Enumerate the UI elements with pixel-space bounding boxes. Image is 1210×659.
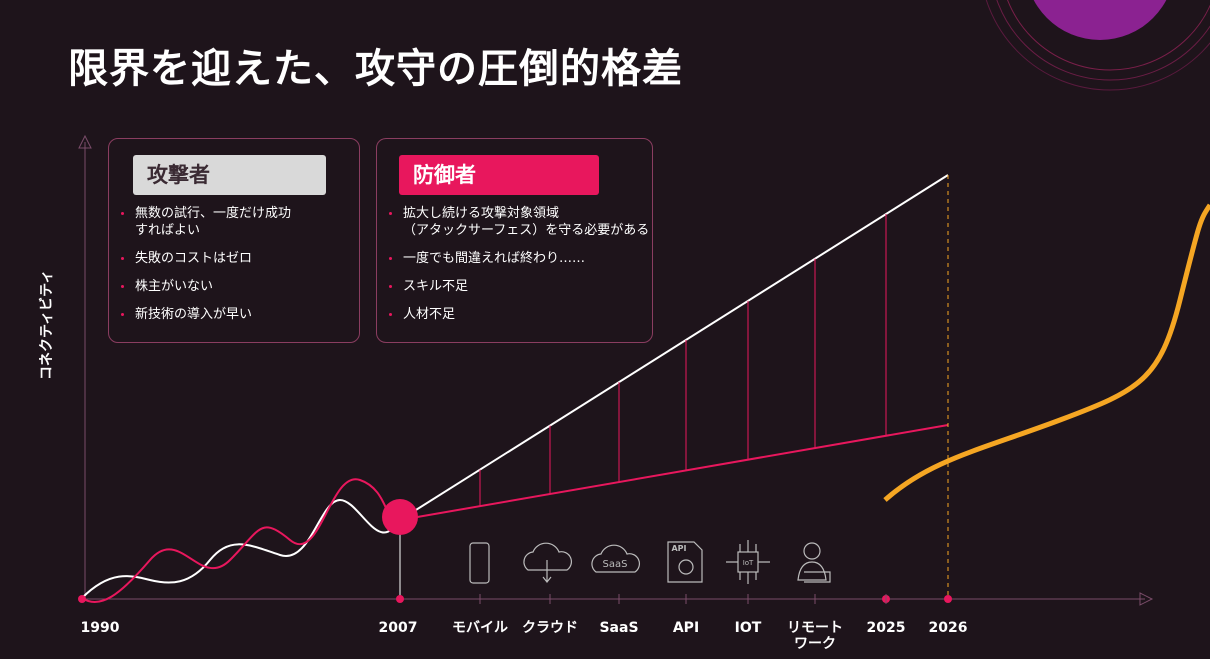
icon-text: IoT	[743, 559, 754, 567]
defense-gap-bottom	[399, 424, 949, 521]
bullet-item: 新技術の導入が早い	[119, 306, 291, 323]
title: 限界を迎えた、攻守の圧倒的格差	[68, 46, 683, 92]
timeline-label: モバイル	[452, 620, 508, 636]
timeline-label: 2026	[928, 620, 968, 636]
timeline-label: クラウド	[522, 620, 578, 636]
bullet-item: 一度でも間違えれば終わり……	[387, 250, 649, 267]
bullet-item: スキル不足	[387, 278, 649, 295]
attacker-list: 無数の試行、一度だけ成功 すればよい失敗のコストはゼロ 株主がいない 新技術の導入が…	[119, 205, 291, 334]
icon-gear	[678, 559, 694, 575]
bullet-item: 人材不足	[387, 306, 649, 323]
timeline-dot	[396, 595, 404, 603]
defender-heading: 防御者	[399, 155, 599, 195]
icon-laptop	[797, 561, 831, 583]
curve	[81, 498, 401, 599]
icon-text: API	[671, 544, 686, 553]
ring	[1007, 0, 1210, 71]
deco-circle	[1033, 0, 1167, 40]
icon-mobile	[469, 542, 490, 584]
defender-list: 拡大し続ける攻撃対象領域 （アタックサーフェス）を守る必要がある一度でも間違えれ…	[387, 205, 649, 334]
icon-saas	[591, 544, 641, 573]
ring	[985, 0, 1210, 91]
bullet-item: 株主がいない	[119, 278, 291, 295]
icon-text: SaaS	[603, 559, 628, 570]
orange-curve	[883, 203, 1210, 502]
timeline-label: 2025	[866, 620, 906, 636]
timeline-label: IOT	[734, 620, 762, 636]
axis-arrow	[78, 134, 92, 149]
timeline-dot	[944, 595, 952, 603]
timeline-label: API	[672, 620, 700, 636]
icons	[469, 540, 831, 584]
icon-iot-pins	[726, 540, 770, 584]
attacker-heading: 攻撃者	[133, 155, 326, 195]
icon-person	[803, 542, 821, 560]
timeline-label: リモート ワーク	[787, 620, 843, 652]
bullet-item: 失敗のコストはゼロ	[119, 250, 291, 267]
axis-arrow	[1139, 592, 1154, 606]
icon-api	[667, 541, 703, 583]
y-axis-label: コネクティビティ	[39, 269, 55, 380]
curve	[81, 478, 401, 604]
icon-cloud	[523, 542, 573, 583]
timeline-dot	[78, 595, 86, 603]
attacker-box: 攻撃者 無数の試行、一度だけ成功 すればよい失敗のコストはゼロ 株主がいない 新技術…	[108, 138, 360, 343]
ring	[996, 0, 1210, 81]
marker	[382, 499, 418, 535]
bullet-item: 拡大し続ける攻撃対象領域 （アタックサーフェス）を守る必要がある	[387, 205, 649, 239]
timeline-label: SaaS	[599, 620, 639, 636]
defense-gap-top	[399, 174, 949, 521]
timeline-label: 1990	[80, 620, 120, 636]
timeline-label: 2007	[378, 620, 418, 636]
bullet-item: 無数の試行、一度だけ成功 すればよい	[119, 205, 291, 239]
defender-box: 防御者 拡大し続ける攻撃対象領域 （アタックサーフェス）を守る必要がある一度でも…	[376, 138, 653, 343]
